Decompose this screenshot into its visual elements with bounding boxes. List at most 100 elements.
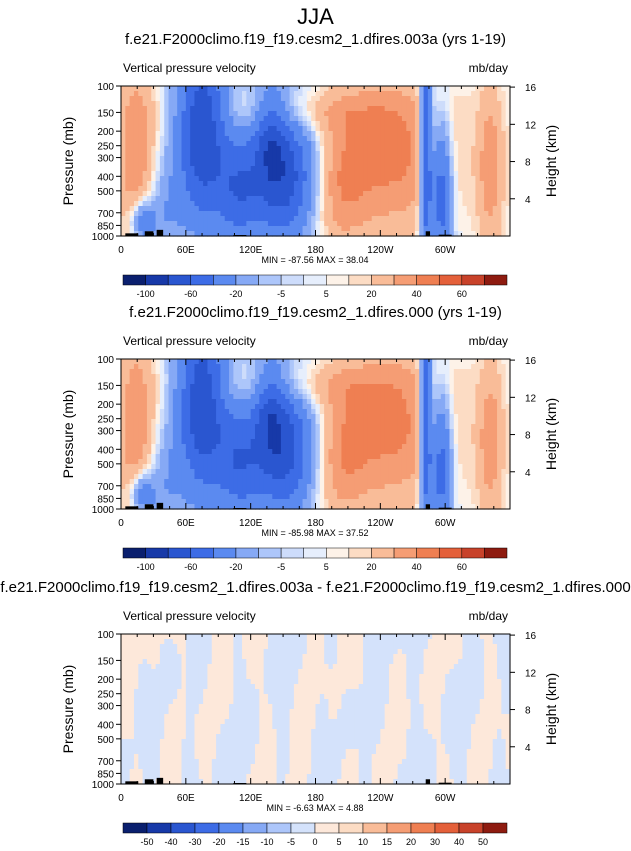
heatmap-cell	[484, 474, 489, 480]
heatmap-cell	[388, 439, 394, 445]
heatmap-cell	[345, 201, 351, 207]
heatmap-cell	[237, 116, 243, 122]
heatmap-cell	[177, 394, 183, 400]
heatmap-cell	[436, 106, 442, 112]
heatmap-cell	[414, 474, 420, 480]
heatmap-cell	[203, 359, 209, 365]
heatmap-cell	[155, 404, 161, 410]
heatmap-cell	[384, 221, 390, 227]
heatmap-cell	[401, 384, 407, 390]
heatmap-cell	[410, 166, 416, 172]
heatmap-cell	[151, 116, 157, 122]
heatmap-cell	[488, 96, 494, 102]
heatmap-cell	[414, 136, 420, 142]
heatmap-cell	[492, 106, 498, 112]
heatmap-cell	[285, 96, 291, 102]
heatmap-cell	[306, 141, 312, 147]
heatmap-cell	[419, 161, 425, 167]
heatmap-cell	[406, 191, 412, 197]
heatmap-cell	[211, 111, 217, 117]
heatmap-cell	[363, 146, 368, 152]
heatmap-cell	[306, 459, 312, 465]
heatmap-cell	[393, 454, 399, 460]
heatmap-cell	[328, 181, 334, 187]
heatmap-cell	[367, 156, 373, 162]
heatmap-cell	[337, 226, 343, 232]
heatmap-cell	[224, 156, 230, 162]
heatmap-cell	[449, 166, 455, 172]
heatmap-cell	[177, 201, 183, 207]
heatmap-cell	[159, 121, 165, 127]
heatmap-cell	[198, 111, 204, 117]
heatmap-cell	[406, 359, 412, 365]
colorbar-box	[393, 274, 417, 286]
heatmap-cell	[388, 394, 394, 400]
heatmap-cell	[190, 404, 196, 410]
heatmap-cell	[384, 469, 390, 475]
heatmap-cell	[237, 429, 243, 435]
heatmap-cell	[280, 111, 286, 117]
heatmap-cell	[328, 399, 334, 405]
heatmap-cell	[440, 96, 446, 102]
heatmap-cell	[328, 459, 334, 465]
heatmap-cell	[337, 434, 343, 440]
heatmap-cell	[289, 136, 295, 142]
heatmap-cell	[190, 359, 196, 365]
heatmap-cell	[151, 141, 157, 147]
heatmap-cell	[306, 186, 312, 192]
heatmap-cell	[216, 369, 222, 375]
heatmap-cell	[414, 206, 420, 212]
heatmap-cell	[505, 389, 511, 395]
heatmap-cell	[155, 394, 161, 400]
heatmap-cell	[367, 106, 373, 112]
heatmap-cell	[254, 166, 260, 172]
heatmap-cell	[172, 101, 178, 107]
heatmap-cell	[129, 424, 135, 430]
heatmap-cell	[224, 106, 230, 112]
heatmap-cell	[419, 111, 425, 117]
heatmap-cell	[159, 414, 165, 420]
heatmap-cell	[168, 156, 174, 162]
heatmap-cell	[207, 206, 213, 212]
heatmap-cell	[427, 126, 433, 132]
heatmap-cell	[185, 121, 191, 127]
heatmap-cell	[363, 459, 368, 465]
heatmap-cell	[237, 434, 243, 440]
heatmap-cell	[168, 424, 174, 430]
heatmap-cell	[414, 161, 420, 167]
heatmap-cell	[358, 359, 364, 365]
heatmap-cell	[376, 394, 381, 400]
heatmap-cell	[427, 439, 433, 445]
heatmap-cell	[293, 434, 299, 440]
heatmap-cell	[298, 96, 304, 102]
heatmap-cell	[298, 116, 304, 122]
heatmap-cell	[466, 424, 472, 430]
heatmap-cell	[449, 379, 455, 385]
heatmap-cell	[371, 444, 377, 450]
heatmap-cell	[233, 136, 239, 142]
heatmap-cell	[484, 454, 489, 460]
heatmap-cell	[419, 469, 425, 475]
heatmap-cell	[397, 156, 403, 162]
heatmap-cell	[207, 181, 213, 187]
heatmap-cell	[181, 374, 187, 380]
heatmap-cell	[328, 206, 334, 212]
heatmap-cell	[401, 181, 407, 187]
heatmap-cell	[414, 221, 420, 227]
heatmap-cell	[146, 136, 152, 142]
heatmap-cell	[233, 231, 239, 237]
heatmap-cell	[363, 444, 368, 450]
heatmap-cell	[155, 116, 161, 122]
heatmap-cell	[397, 86, 403, 92]
heatmap-cell	[168, 389, 174, 395]
heatmap-cell	[129, 449, 135, 455]
heatmap-cell	[371, 404, 377, 410]
heatmap-cell	[259, 86, 265, 92]
heatmap-cell	[302, 116, 308, 122]
heatmap-cell	[488, 379, 494, 385]
heatmap-cell	[414, 449, 420, 455]
heatmap-cell	[440, 206, 446, 212]
heatmap-cell	[242, 444, 247, 450]
heatmap-cell	[181, 176, 187, 182]
heatmap-cell	[250, 191, 256, 197]
